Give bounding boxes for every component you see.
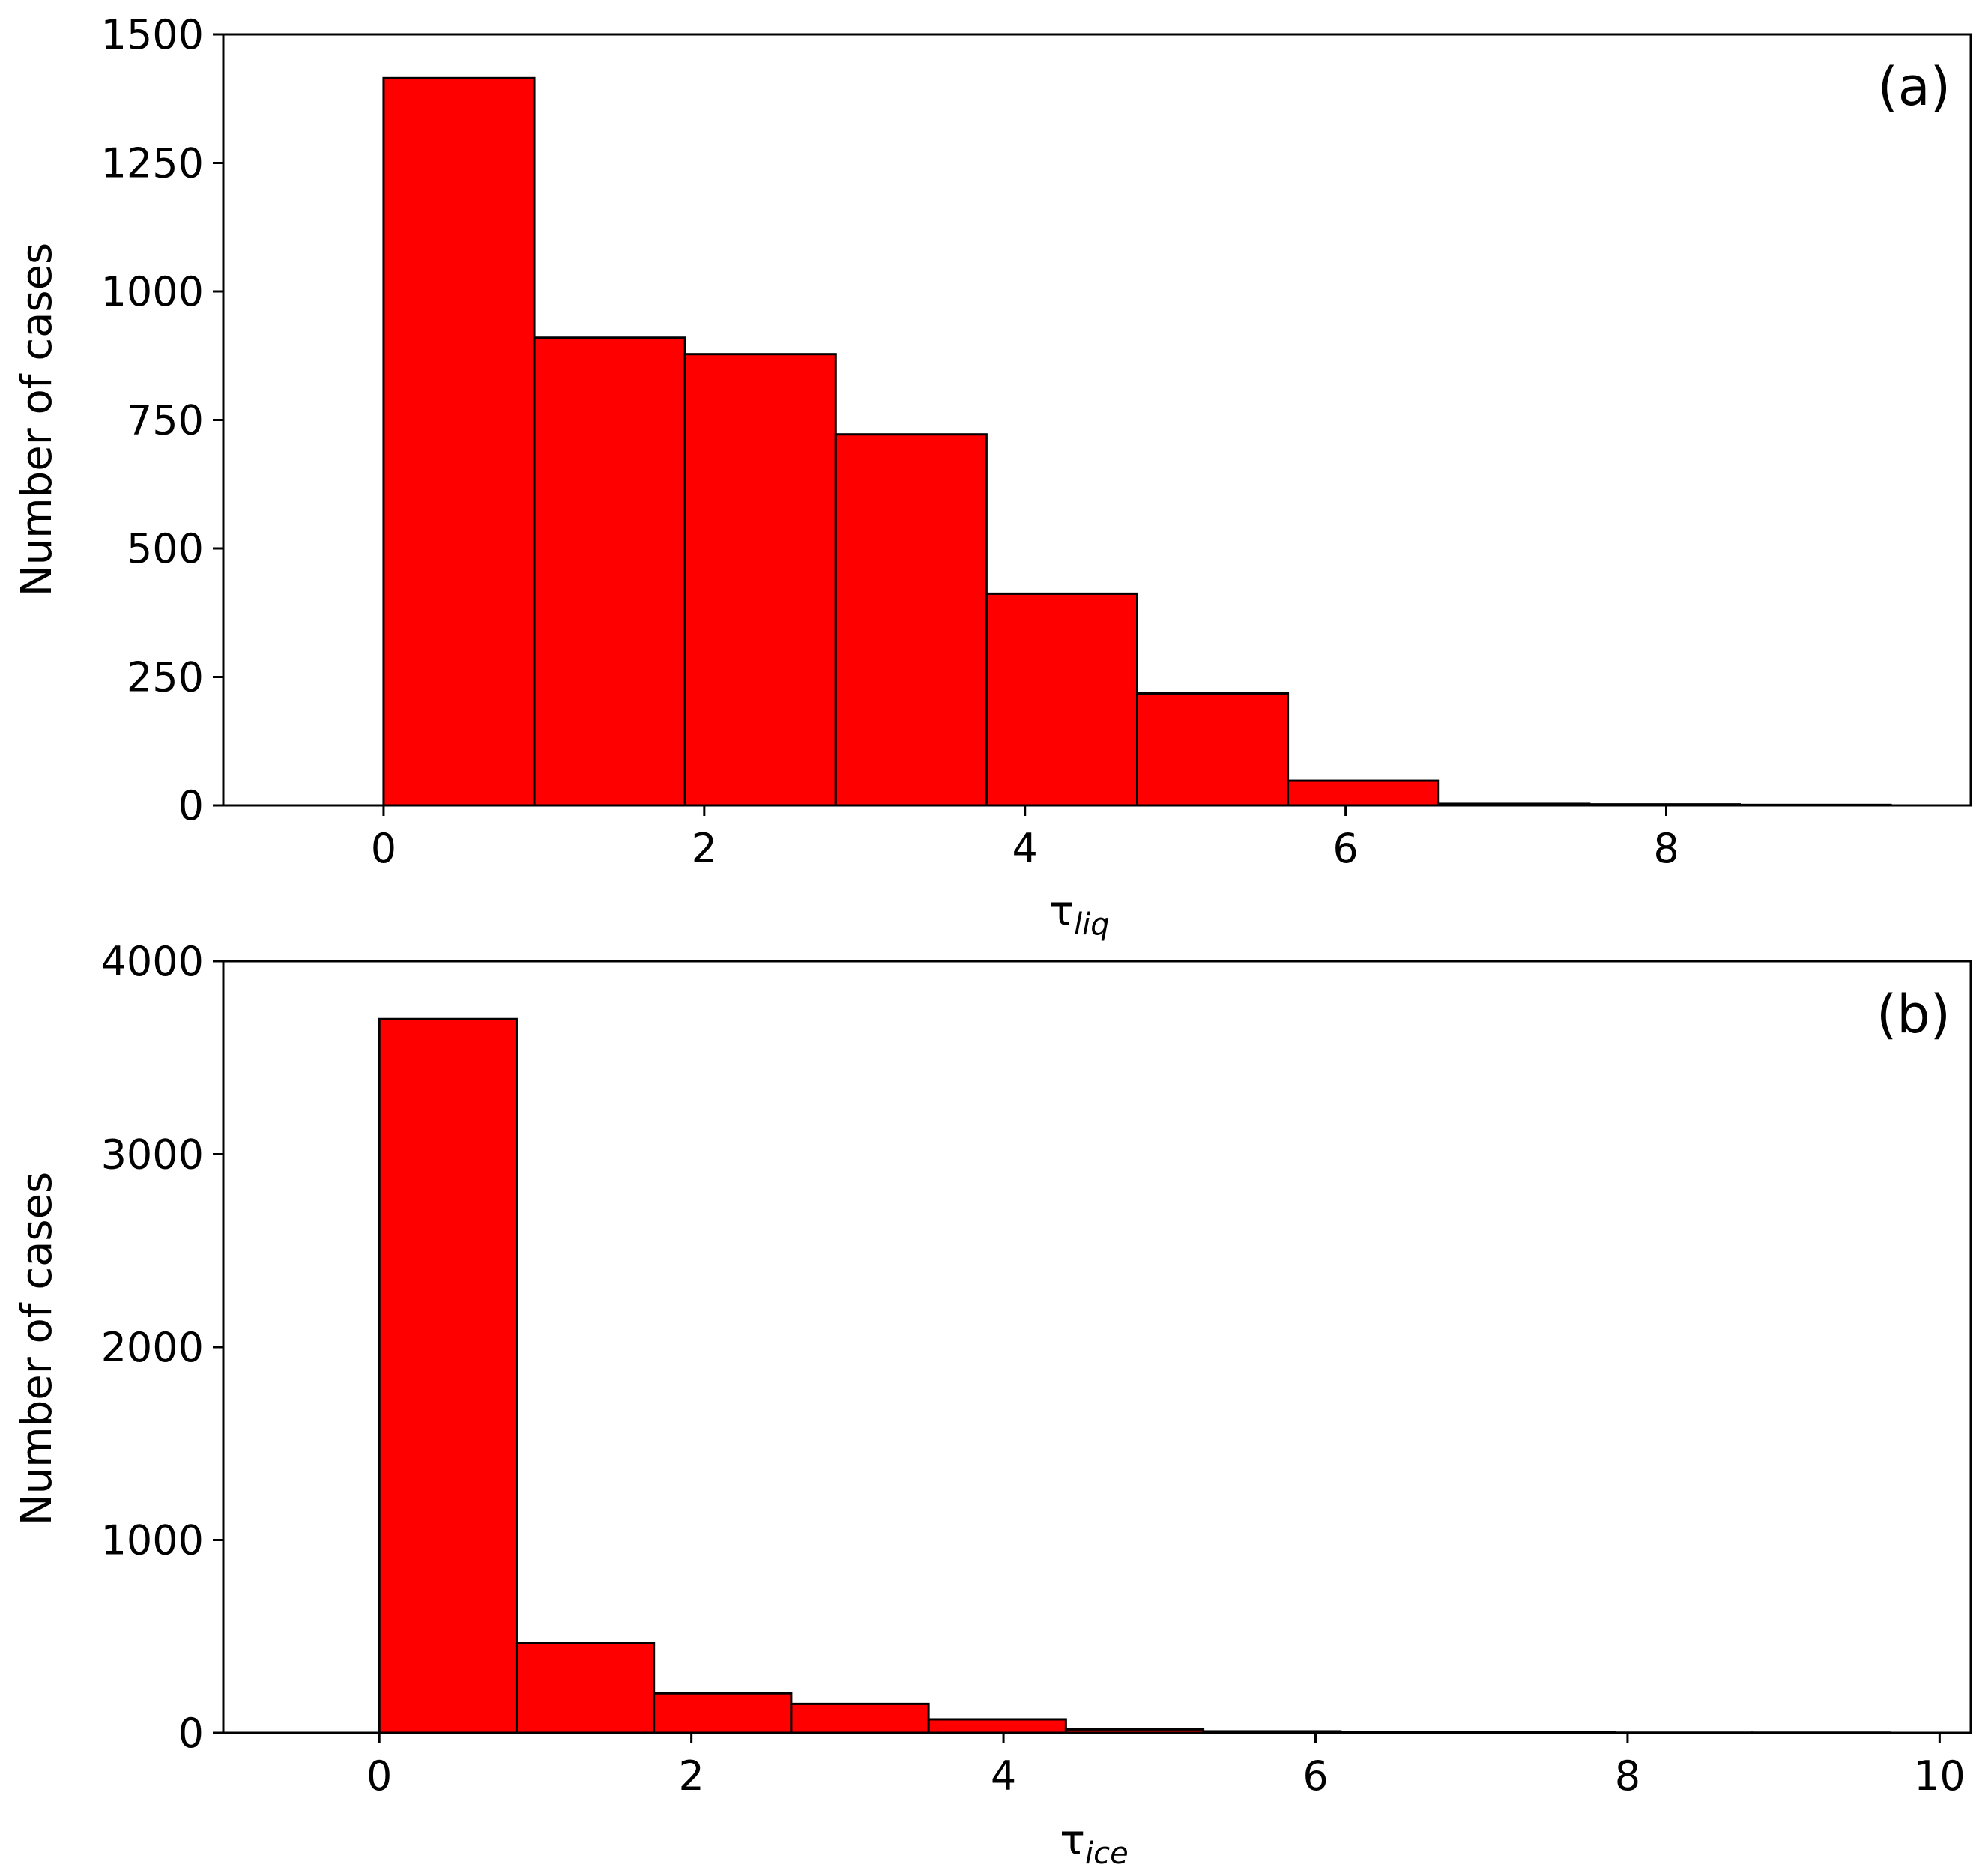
x-axis-label-b: τice: [1060, 1816, 1128, 1871]
y-tick-label-a-2: 500: [127, 525, 204, 572]
histogram-bar-a-6: [1287, 779, 1440, 807]
y-tick-label-b-2: 2000: [101, 1324, 204, 1371]
histogram-bar-b-3: [790, 1702, 930, 1734]
panel-b: 0 2 4 6 8 10 0 1000 2000 3000 4000 (b) Number of …: [13, 938, 1972, 1871]
histogram-bar-b-2: [653, 1692, 793, 1734]
y-tick-label-a-3: 750: [127, 397, 204, 444]
y-tick-label-b-3: 3000: [101, 1131, 204, 1178]
panel-a: 0 2 4 6 8 0 250 500 750 1000 1250 1500 (a) Number …: [13, 11, 1972, 942]
x-tick-label-b-2: 4: [991, 1752, 1016, 1800]
x-axis-symbol-b: τ: [1060, 1816, 1085, 1865]
x-ticks-b: 0 2 4 6 8 10: [366, 1733, 1966, 1800]
y-tick-label-a-0: 0: [178, 782, 204, 829]
y-ticks-b: 0 1000 2000 3000 4000: [101, 938, 223, 1757]
histogram-bar-a-3: [834, 433, 988, 807]
histogram-bar-a-5: [1135, 692, 1290, 807]
bars-a: [382, 76, 1892, 807]
histogram-bar-a-2: [683, 353, 837, 807]
x-tick-label-b-1: 2: [678, 1752, 704, 1800]
x-tick-label-a-2: 4: [1012, 825, 1038, 872]
y-tick-label-b-1: 1000: [101, 1517, 204, 1564]
histogram-bar-a-4: [985, 592, 1138, 807]
x-tick-label-b-4: 8: [1615, 1752, 1640, 1800]
y-ticks-a: 0 250 500 750 1000 1250 1500: [101, 11, 223, 829]
y-axis-label-a: Number of cases: [13, 243, 61, 596]
histogram-bar-a-0: [382, 76, 536, 807]
y-tick-label-a-1: 250: [127, 654, 204, 701]
panel-label-a: (a): [1877, 56, 1951, 118]
panel-label-b: (b): [1876, 984, 1951, 1045]
y-tick-label-b-0: 0: [178, 1710, 204, 1757]
x-ticks-a: 0 2 4 6 8: [371, 805, 1679, 872]
y-tick-label-b-4: 4000: [101, 938, 204, 985]
x-tick-label-a-1: 2: [692, 825, 717, 872]
x-tick-label-b-3: 6: [1302, 1752, 1328, 1800]
y-axis-label-b: Number of cases: [13, 1172, 61, 1525]
histogram-bar-a-1: [533, 336, 686, 807]
y-tick-label-a-4: 1000: [101, 268, 204, 315]
x-tick-label-b-5: 10: [1914, 1752, 1966, 1800]
histogram-bar-b-4: [927, 1718, 1067, 1734]
x-tick-label-a-3: 6: [1332, 825, 1358, 872]
x-axis-symbol-a: τ: [1048, 887, 1074, 936]
y-tick-label-a-6: 1500: [101, 11, 204, 58]
x-tick-label-a-0: 0: [371, 825, 396, 872]
x-axis-subscript-a: liq: [1074, 907, 1110, 942]
x-axis-label-a: τliq: [1048, 887, 1109, 942]
y-tick-label-a-5: 1250: [101, 140, 204, 187]
x-tick-label-b-0: 0: [366, 1752, 392, 1800]
histogram-bar-b-0: [378, 1017, 518, 1734]
histogram-bar-b-1: [515, 1642, 656, 1734]
x-axis-subscript-b: ice: [1085, 1836, 1129, 1871]
x-tick-label-a-4: 8: [1653, 825, 1679, 872]
